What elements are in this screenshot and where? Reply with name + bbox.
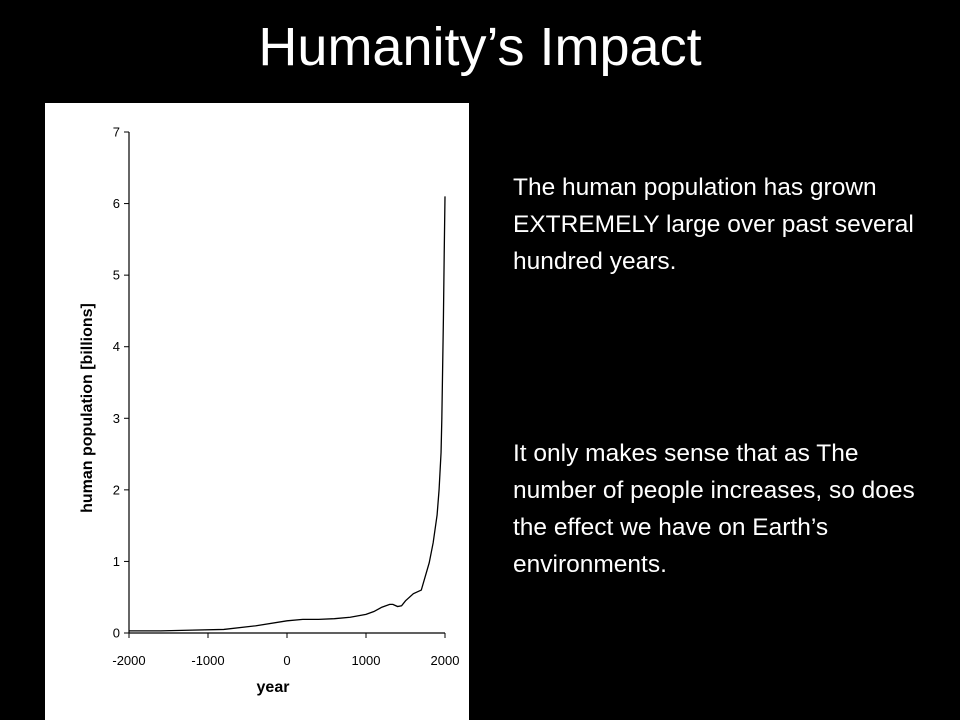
impact-paragraph: It only makes sense that as The number o…	[513, 440, 915, 578]
x-tick-label: 2000	[431, 653, 460, 668]
y-axis-title: human population [billions]	[79, 303, 96, 513]
y-tick-label: 7	[113, 125, 120, 140]
x-tick-label: -1000	[191, 653, 224, 668]
y-tick-label: 1	[113, 554, 120, 569]
y-tick-label: 2	[113, 482, 120, 497]
y-tick-label: 3	[113, 411, 120, 426]
chart-svg: 0 1 2 3 4 5 6 7 -2000 -1000 0 1000 2000 human popul…	[79, 125, 459, 697]
slide-title: Humanity’s Impact	[258, 17, 702, 77]
x-tick-label: 1000	[352, 653, 381, 668]
population-chart: 0 1 2 3 4 5 6 7 -2000 -1000 0 1000 2000 human popul…	[45, 103, 469, 720]
y-tick-group: 0 1 2 3 4 5 6 7	[113, 125, 129, 641]
y-tick-label: 6	[113, 196, 120, 211]
x-tick-label: 0	[283, 653, 290, 668]
y-tick-label: 4	[113, 339, 120, 354]
population-series-line	[129, 196, 446, 632]
x-axis-title: year	[257, 679, 290, 696]
x-tick-label: -2000	[112, 653, 145, 668]
population-growth-paragraph: The human population has grown EXTREMELY…	[513, 174, 914, 275]
x-tick-group: -2000 -1000 0 1000 2000	[112, 633, 459, 668]
y-tick-label: 0	[113, 626, 120, 641]
y-tick-label: 5	[113, 268, 120, 283]
